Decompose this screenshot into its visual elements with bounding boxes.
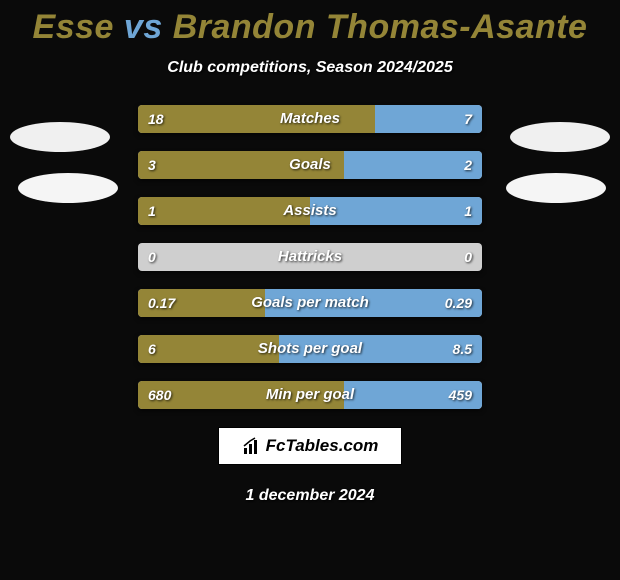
team-badge [10,122,110,152]
chart-icon [242,436,262,456]
team-badge [18,173,118,203]
brand-box[interactable]: FcTables.com [218,427,402,465]
date-text: 1 december 2024 [0,487,620,505]
comparison-title: Esse vs Brandon Thomas-Asante [0,0,620,47]
stat-label: Goals [138,151,482,179]
stat-value-left: 0 [148,243,156,271]
team-badge [506,173,606,203]
stat-value-left: 6 [148,335,156,363]
stat-label: Assists [138,197,482,225]
player2-name: Brandon Thomas-Asante [173,8,588,46]
team-badge [510,122,610,152]
stat-value-left: 3 [148,151,156,179]
stat-value-right: 1 [464,197,472,225]
stat-label: Min per goal [138,381,482,409]
stat-value-right: 7 [464,105,472,133]
stat-value-right: 459 [449,381,472,409]
stat-label: Matches [138,105,482,133]
stat-value-left: 1 [148,197,156,225]
stat-row: 1 1Assists [138,197,482,225]
stat-value-left: 0.17 [148,289,175,317]
stat-row: 3 2Goals [138,151,482,179]
stat-value-left: 680 [148,381,171,409]
stat-value-left: 18 [148,105,164,133]
stat-label: Goals per match [138,289,482,317]
stat-value-right: 8.5 [453,335,472,363]
stat-label: Hattricks [138,243,482,271]
stat-row: 0 0Hattricks [138,243,482,271]
stat-row: 680 459Min per goal [138,381,482,409]
brand-text: FcTables.com [266,436,379,456]
stat-label: Shots per goal [138,335,482,363]
stat-row: 6 8.5Shots per goal [138,335,482,363]
vs-text: vs [124,8,163,46]
stat-value-right: 0 [464,243,472,271]
stat-row: 18 7Matches [138,105,482,133]
subtitle: Club competitions, Season 2024/2025 [0,59,620,77]
stat-value-right: 2 [464,151,472,179]
stat-row: 0.17 0.29Goals per match [138,289,482,317]
stats-container: 18 7Matches 3 2Goals 1 1Assists 0 0Hattricks 0.1… [138,105,482,409]
stat-value-right: 0.29 [445,289,472,317]
player1-name: Esse [33,8,114,46]
